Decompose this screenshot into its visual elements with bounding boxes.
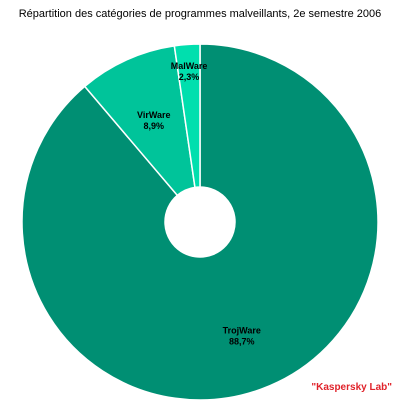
watermark-label: "Kaspersky Lab" (311, 382, 392, 393)
slices-layer (21, 43, 379, 400)
slice-name-trojware: TrojWare (223, 326, 261, 336)
slice-value-malware: 2,3% (179, 72, 200, 82)
slice-name-malware: MalWare (171, 61, 208, 71)
slice-name-virware: VirWare (137, 110, 171, 120)
slice-value-trojware: 88,7% (229, 337, 255, 347)
pie-slice-trojware (21, 43, 379, 400)
slice-value-virware: 8,9% (144, 121, 165, 131)
chart-title: Répartition des catégories de programmes… (18, 8, 382, 20)
pie-slice-virware (83, 45, 196, 197)
pie-slice-malware (173, 43, 201, 189)
